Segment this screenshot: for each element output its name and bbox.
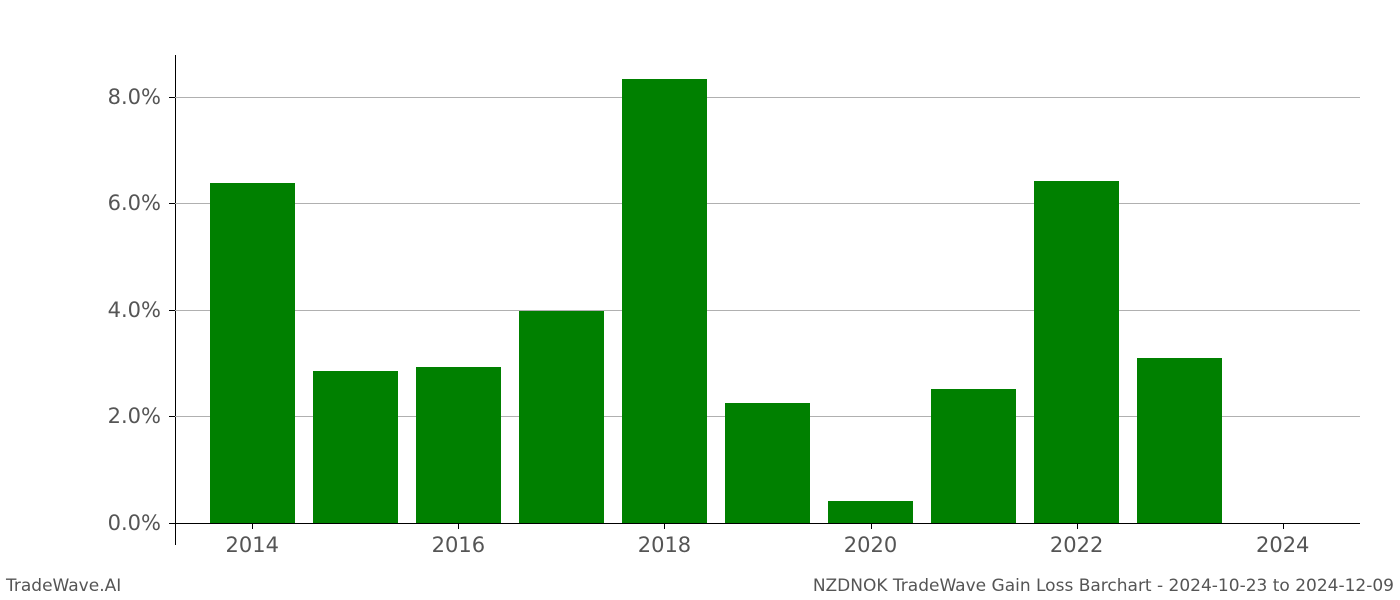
y-tick-mark (169, 523, 175, 524)
x-tick-mark (871, 523, 872, 529)
gridline (175, 310, 1360, 311)
x-tick-label: 2014 (226, 533, 279, 557)
footer-caption: NZDNOK TradeWave Gain Loss Barchart - 20… (813, 576, 1394, 596)
y-axis-spine (175, 55, 176, 545)
x-axis-spine (175, 523, 1360, 524)
bar (519, 311, 605, 523)
x-tick-mark (458, 523, 459, 529)
y-tick-mark (169, 203, 175, 204)
gridline (175, 203, 1360, 204)
bar (210, 183, 296, 523)
bar (416, 367, 502, 523)
y-tick-mark (169, 310, 175, 311)
x-tick-mark (252, 523, 253, 529)
bar (828, 501, 914, 522)
footer-brand: TradeWave.AI (6, 576, 121, 596)
bar (313, 371, 399, 523)
y-tick-label: 2.0% (108, 404, 161, 428)
x-tick-label: 2018 (638, 533, 691, 557)
bar (931, 389, 1017, 522)
chart-plot-area: 0.0%2.0%4.0%6.0%8.0%20142016201820202022… (175, 55, 1360, 545)
x-tick-label: 2016 (432, 533, 485, 557)
bar (725, 403, 811, 523)
x-tick-label: 2020 (844, 533, 897, 557)
x-tick-label: 2022 (1050, 533, 1103, 557)
y-tick-label: 4.0% (108, 298, 161, 322)
x-tick-mark (1283, 523, 1284, 529)
bar (1137, 358, 1223, 523)
y-tick-label: 8.0% (108, 85, 161, 109)
y-tick-mark (169, 416, 175, 417)
x-tick-mark (664, 523, 665, 529)
x-tick-mark (1077, 523, 1078, 529)
bar (622, 79, 708, 523)
gridline (175, 97, 1360, 98)
y-tick-label: 0.0% (108, 511, 161, 535)
bar (1034, 181, 1120, 523)
x-tick-label: 2024 (1256, 533, 1309, 557)
y-tick-label: 6.0% (108, 191, 161, 215)
y-tick-mark (169, 97, 175, 98)
